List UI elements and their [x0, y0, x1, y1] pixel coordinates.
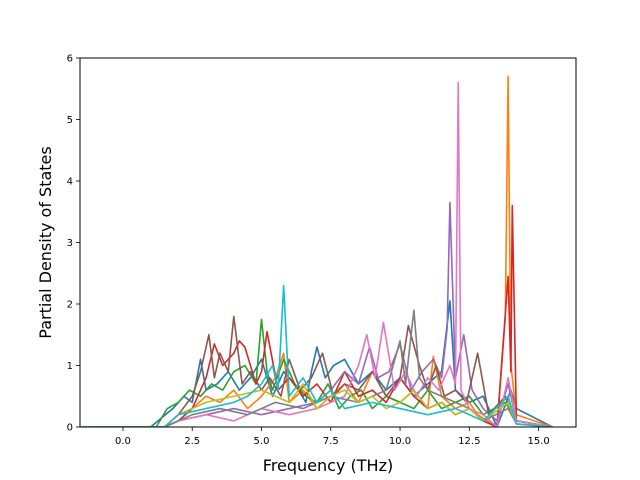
y-tick-label: 4	[67, 177, 73, 188]
y-axis-label: Partial Density of States	[36, 146, 55, 338]
series-layer	[81, 75, 553, 427]
x-tick-label: 12.5	[458, 436, 480, 447]
x-axis-ticks: 0.0 2.5 5.0 7.5 10.0 12.5 15.0	[115, 427, 550, 447]
x-tick-label: 2.5	[184, 436, 200, 447]
x-tick-label: 10.0	[389, 436, 411, 447]
x-tick-label: 7.5	[323, 436, 339, 447]
x-axis-label: Frequency (THz)	[263, 456, 393, 475]
y-tick-label: 2	[67, 300, 73, 311]
y-tick-label: 6	[67, 54, 73, 65]
x-tick-label: 0.0	[115, 436, 131, 447]
y-tick-label: 3	[67, 238, 73, 249]
y-tick-label: 5	[67, 115, 73, 126]
x-tick-label: 5.0	[254, 436, 270, 447]
series-line-9	[81, 383, 553, 427]
series-line-6	[81, 315, 553, 427]
x-tick-label: 15.0	[527, 436, 549, 447]
y-tick-label: 1	[67, 361, 73, 372]
series-line-10	[81, 284, 553, 427]
y-tick-label: 0	[67, 423, 73, 434]
y-axis-ticks: 0 1 2 3 4 5 6	[67, 54, 80, 434]
